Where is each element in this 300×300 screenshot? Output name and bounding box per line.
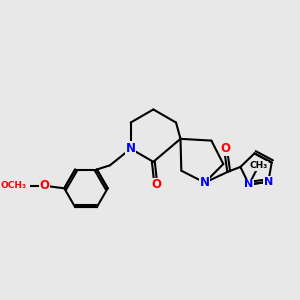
Text: O: O bbox=[151, 178, 161, 191]
Text: O: O bbox=[40, 179, 50, 192]
Text: N: N bbox=[264, 177, 273, 187]
Text: N: N bbox=[126, 142, 136, 154]
Text: O: O bbox=[220, 142, 230, 155]
Text: N: N bbox=[200, 176, 210, 189]
Text: CH₃: CH₃ bbox=[249, 161, 268, 170]
Text: N: N bbox=[244, 179, 253, 190]
Text: OCH₃: OCH₃ bbox=[1, 181, 27, 190]
